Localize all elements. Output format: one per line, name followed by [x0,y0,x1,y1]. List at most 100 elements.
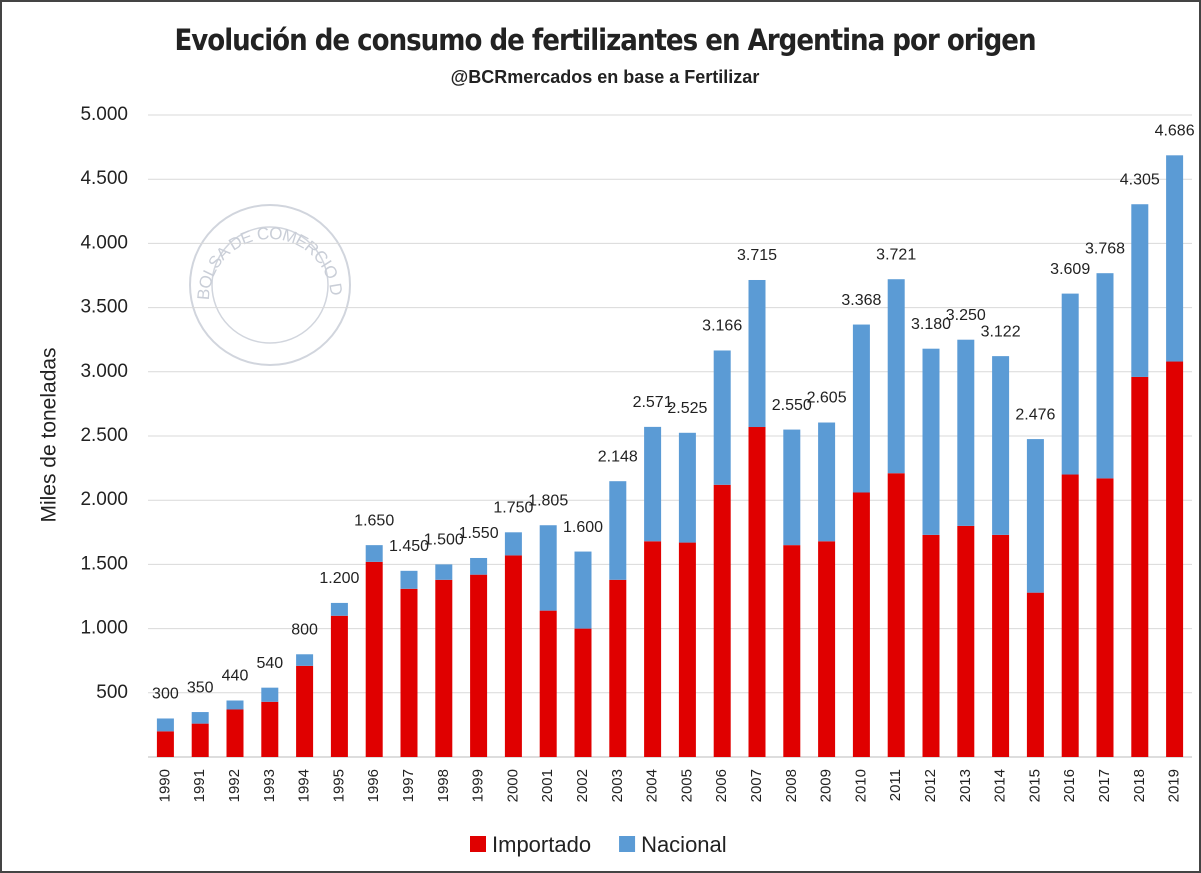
total-label: 1.600 [563,519,603,536]
bar-segment [1026,439,1044,593]
legend-swatch [619,836,636,852]
bar-segment [644,426,662,542]
x-tick-label: 2009 [818,769,835,802]
x-tick-label: 2006 [713,769,730,802]
total-label: 540 [256,655,283,672]
x-tick-label: 1998 [435,769,452,802]
bar-segment [1096,273,1114,479]
seal-ring [211,226,329,344]
total-label: 1.200 [319,570,359,587]
total-label: 3.715 [737,247,777,264]
bar-segment [470,574,488,757]
bar-segment [783,545,801,757]
x-tick-label: 2010 [852,769,869,802]
x-tick-label: 1992 [226,769,243,802]
bar-segment [191,712,209,724]
total-label: 3.609 [1050,261,1090,278]
x-tick-label: 1993 [261,769,278,802]
bar-segment [678,542,696,757]
bar-segment [992,356,1010,535]
total-label: 350 [187,679,214,696]
bar-segment [957,525,975,757]
x-tick-label: 2007 [748,769,765,802]
bar-segment [1061,474,1079,757]
bar-segment [713,484,731,757]
bar-segment [1166,361,1184,757]
x-tick-label: 2013 [957,769,974,802]
x-tick-label: 2000 [504,769,521,802]
bar-segment [400,570,418,589]
total-label: 2.605 [807,390,847,407]
bar-segment [678,432,696,543]
y-tick-label: 2.000 [80,489,128,510]
x-tick-label: 1995 [330,769,347,802]
bar-segment [435,564,453,580]
bar-segment [852,324,870,493]
bar-segment [609,481,627,580]
x-tick-label: 2017 [1096,769,1113,802]
total-label: 2.550 [772,397,812,414]
bar-segment [1096,478,1114,757]
bar-segment [574,628,592,757]
bar-segment [296,654,314,666]
x-tick-label: 2001 [539,769,556,802]
bar-segment [330,615,348,757]
total-label: 3.250 [946,307,986,324]
bar-segment [504,532,522,556]
total-label: 1.805 [528,492,568,509]
bar-segment [365,561,383,757]
x-tick-label: 2008 [783,769,800,802]
bar-segment [887,279,905,474]
bar-segment [1131,204,1149,377]
total-label: 1.550 [459,525,499,542]
x-tick-label: 1997 [400,769,417,802]
bar-segment [574,551,592,629]
x-tick-label: 1996 [365,769,382,802]
total-label: 1.500 [424,532,464,549]
bar-segment [400,588,418,757]
y-tick-label: 3.500 [80,297,128,318]
seal-ring [189,204,351,366]
y-tick-label: 1.000 [80,618,128,639]
bar-segment [748,427,766,757]
bar-segment [957,339,975,526]
chart-subtitle: @BCRmercados en base a Fertilizar [451,67,760,87]
bar-segment [922,348,940,535]
total-label: 2.571 [633,394,673,411]
y-tick-label: 5.000 [80,104,128,125]
legend-label: Importado [492,832,591,857]
bar-segment [226,700,244,710]
total-label: 2.525 [667,400,707,417]
x-tick-label: 1999 [470,769,487,802]
bar-segment [644,541,662,757]
total-label: 4.686 [1155,123,1195,140]
bar-segment [922,534,940,757]
bar-segment [783,429,801,546]
bar-segment [818,541,836,757]
total-label: 3.721 [876,246,916,263]
bar-segment [296,665,314,757]
bar-segment [330,602,348,616]
x-tick-label: 2011 [887,769,904,801]
bar-segment [1131,376,1149,757]
bar-segment [818,422,836,542]
bar-segment [191,723,209,757]
bar-segment [1166,155,1184,362]
legend-label: Nacional [641,832,727,857]
x-tick-label: 2003 [609,769,626,802]
legend-swatch [470,836,486,852]
x-tick-label: 2005 [678,769,695,802]
bar-segment [1026,592,1044,757]
total-label: 3.180 [911,316,951,333]
chart-title: Evolución de consumo de fertilizantes en… [174,23,1035,57]
bar-segment [992,534,1010,757]
total-label: 3.368 [841,292,881,309]
bar-segment [713,350,731,485]
total-label: 3.166 [702,318,742,335]
bar-segment [748,279,766,428]
bar-segment [156,731,174,757]
total-label: 2.148 [598,448,638,465]
x-tick-label: 2012 [922,769,939,802]
total-label: 3.768 [1085,240,1125,257]
